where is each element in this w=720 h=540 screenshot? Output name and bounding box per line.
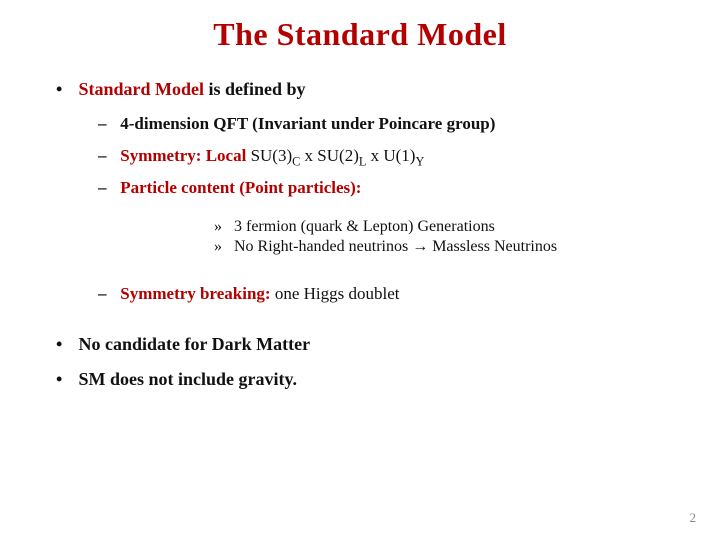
text-su3-sub: C: [292, 154, 300, 168]
bullet-gravity: • SM does not include gravity.: [74, 369, 690, 390]
item-rh-neutrinos: » No Right-handed neutrinos → Massless N…: [230, 238, 690, 256]
dash-icon: –: [98, 146, 116, 166]
bullet-defined-by: • Standard Model is defined by: [74, 79, 690, 100]
text-u1-sub: Y: [415, 154, 424, 168]
slide-title: The Standard Model: [30, 16, 690, 53]
spacer: [30, 210, 690, 216]
text-rh-neutrinos: No Right-handed neutrinos → Massless Neu…: [234, 238, 557, 255]
item-particle-content: – Particle content (Point particles):: [116, 178, 690, 198]
item-qft: – 4-dimension QFT (Invariant under Poinc…: [116, 114, 690, 134]
item-symmetry: – Symmetry: Local SU(3)C x SU(2)L x U(1)…: [116, 146, 690, 166]
text-particle-content: Particle content (Point particles):: [120, 178, 361, 197]
raquo-icon: »: [214, 238, 230, 256]
dash-icon: –: [98, 284, 116, 304]
bullet-dot-icon: •: [56, 79, 74, 100]
text-dark-matter: No candidate for Dark Matter: [79, 334, 311, 354]
text-generations: 3 fermion (quark & Lepton) Generations: [234, 218, 495, 235]
bullet-dot-icon: •: [56, 369, 74, 390]
text-qft: 4-dimension QFT (Invariant under Poincar…: [120, 114, 495, 133]
item-symmetry-breaking: – Symmetry breaking: one Higgs doublet: [116, 284, 690, 304]
text-defined-rest: is defined by: [209, 79, 306, 99]
text-breaking-lead: Symmetry breaking:: [120, 284, 275, 303]
text-x2: x: [371, 146, 384, 165]
text-sm-red: Standard Model: [79, 79, 209, 99]
bullet-dot-icon: •: [56, 334, 74, 355]
spacer: [30, 320, 690, 334]
bullet-dark-matter: • No candidate for Dark Matter: [74, 334, 690, 355]
item-generations: » 3 fermion (quark & Lepton) Generations: [230, 218, 690, 236]
dash-icon: –: [98, 114, 116, 134]
text-x1: x: [305, 146, 318, 165]
text-su3: SU(3): [251, 146, 293, 165]
text-breaking-rest: one Higgs doublet: [275, 284, 400, 303]
page-number: 2: [690, 510, 697, 526]
text-gravity: SM does not include gravity.: [79, 369, 298, 389]
text-u1: U(1): [383, 146, 415, 165]
slide: The Standard Model • Standard Model is d…: [0, 0, 720, 540]
spacer: [30, 258, 690, 272]
sub-list: – 4-dimension QFT (Invariant under Poinc…: [30, 114, 690, 304]
raquo-icon: »: [214, 218, 230, 236]
text-symmetry-lead: Symmetry: Local: [120, 146, 250, 165]
text-su2: SU(2): [317, 146, 359, 165]
dash-icon: –: [98, 178, 116, 198]
text-su2-sub: L: [359, 154, 366, 168]
